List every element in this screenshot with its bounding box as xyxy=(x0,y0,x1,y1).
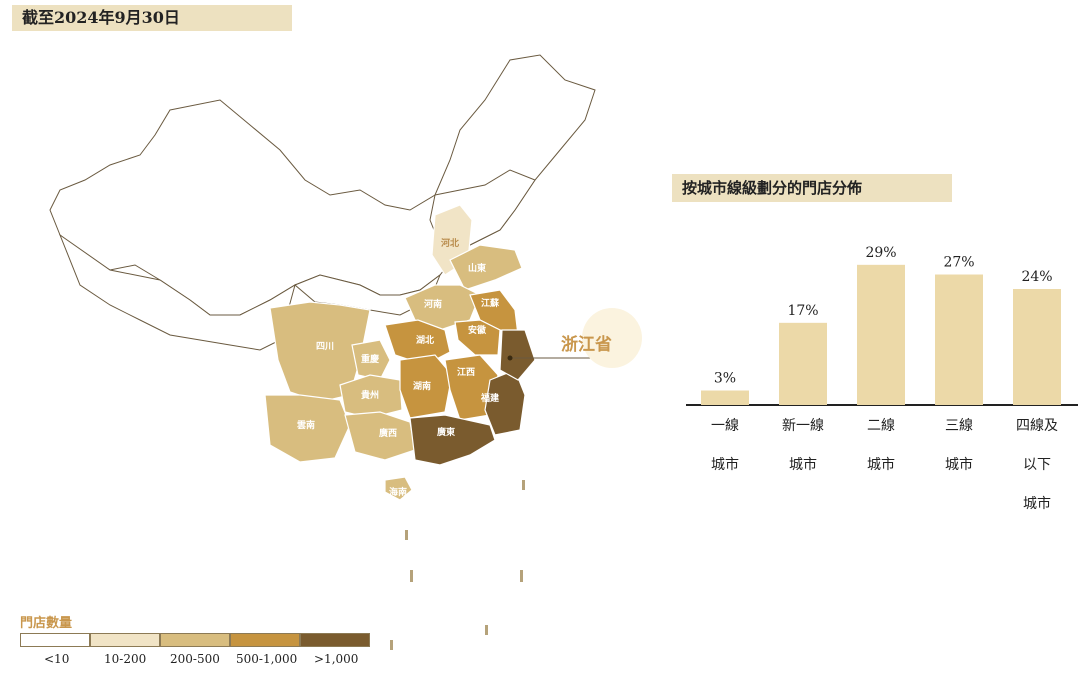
bar-value-label: 17% xyxy=(787,303,818,319)
province-label: 江西 xyxy=(457,366,475,378)
category-label: 三線 xyxy=(945,418,973,434)
province-label: 安徽 xyxy=(468,324,487,336)
legend-label: <10 xyxy=(44,652,70,666)
china-store-map: 河北 山東 河南 江蘇 安徽 四川 重慶 湖北 貴州 湖南 江西 福建 雲南 廣… xyxy=(49,54,620,650)
category-label: 城市 xyxy=(1023,495,1051,512)
bar-value-label: 24% xyxy=(1021,269,1052,285)
province-label: 河南 xyxy=(424,298,442,310)
legend-label: >1,000 xyxy=(314,652,359,666)
category-label: 二線 xyxy=(867,418,895,434)
bar xyxy=(935,274,983,405)
category-label: 城市 xyxy=(945,456,973,473)
zhejiang-callout: 浙江省 xyxy=(561,335,612,355)
province-label: 重慶 xyxy=(361,353,380,365)
legend-label: 500-1,000 xyxy=(236,652,298,666)
bar xyxy=(701,390,749,405)
chart-title: 按城市線級劃分的門店分佈 xyxy=(672,174,952,202)
category-label: 一線 xyxy=(711,418,739,434)
legend-scale xyxy=(20,633,370,647)
legend-swatch-200-500 xyxy=(160,633,230,647)
province-label: 江蘇 xyxy=(481,297,499,309)
bar-value-label: 27% xyxy=(943,255,974,271)
province-label: 四川 xyxy=(316,341,334,352)
province-label: 湖北 xyxy=(416,334,434,346)
category-label: 城市 xyxy=(711,456,739,473)
legend-swatch-gt1000 xyxy=(300,633,370,647)
province-label: 山東 xyxy=(468,262,486,274)
south-china-sea-islands xyxy=(390,480,525,650)
province-label: 河北 xyxy=(441,237,459,249)
province-label: 廣西 xyxy=(379,427,397,439)
legend-label: 10-200 xyxy=(104,652,147,666)
callout-glow xyxy=(582,308,642,368)
bar xyxy=(857,264,905,405)
bar-value-label: 29% xyxy=(865,245,896,261)
category-label: 新一線 xyxy=(782,418,824,434)
province-label: 海南 xyxy=(389,486,407,498)
category-label: 城市 xyxy=(789,456,817,473)
category-label: 城市 xyxy=(867,456,895,473)
province-label: 貴州 xyxy=(361,389,379,401)
bar xyxy=(1013,289,1061,405)
legend-swatch-lt10 xyxy=(20,633,90,647)
bar-value-label: 3% xyxy=(714,371,736,387)
callout-dot xyxy=(507,355,513,361)
category-label: 以下 xyxy=(1023,457,1051,473)
province-label: 湖南 xyxy=(413,380,431,392)
province-label: 雲南 xyxy=(297,419,315,431)
province-label: 廣東 xyxy=(437,426,455,438)
province-label: 福建 xyxy=(480,392,500,404)
province-fills xyxy=(264,204,536,501)
date-banner: 截至2024年9月30日 xyxy=(12,5,292,31)
category-label: 四線及 xyxy=(1016,418,1058,434)
legend-swatch-10-200 xyxy=(90,633,160,647)
bar xyxy=(779,322,827,405)
province-labels: 河北 山東 河南 江蘇 安徽 四川 重慶 湖北 貴州 湖南 江西 福建 雲南 廣… xyxy=(297,237,500,498)
legend-swatch-500-1000 xyxy=(230,633,300,647)
legend-title: 門店數量 xyxy=(20,616,73,631)
legend-label: 200-500 xyxy=(170,652,220,666)
